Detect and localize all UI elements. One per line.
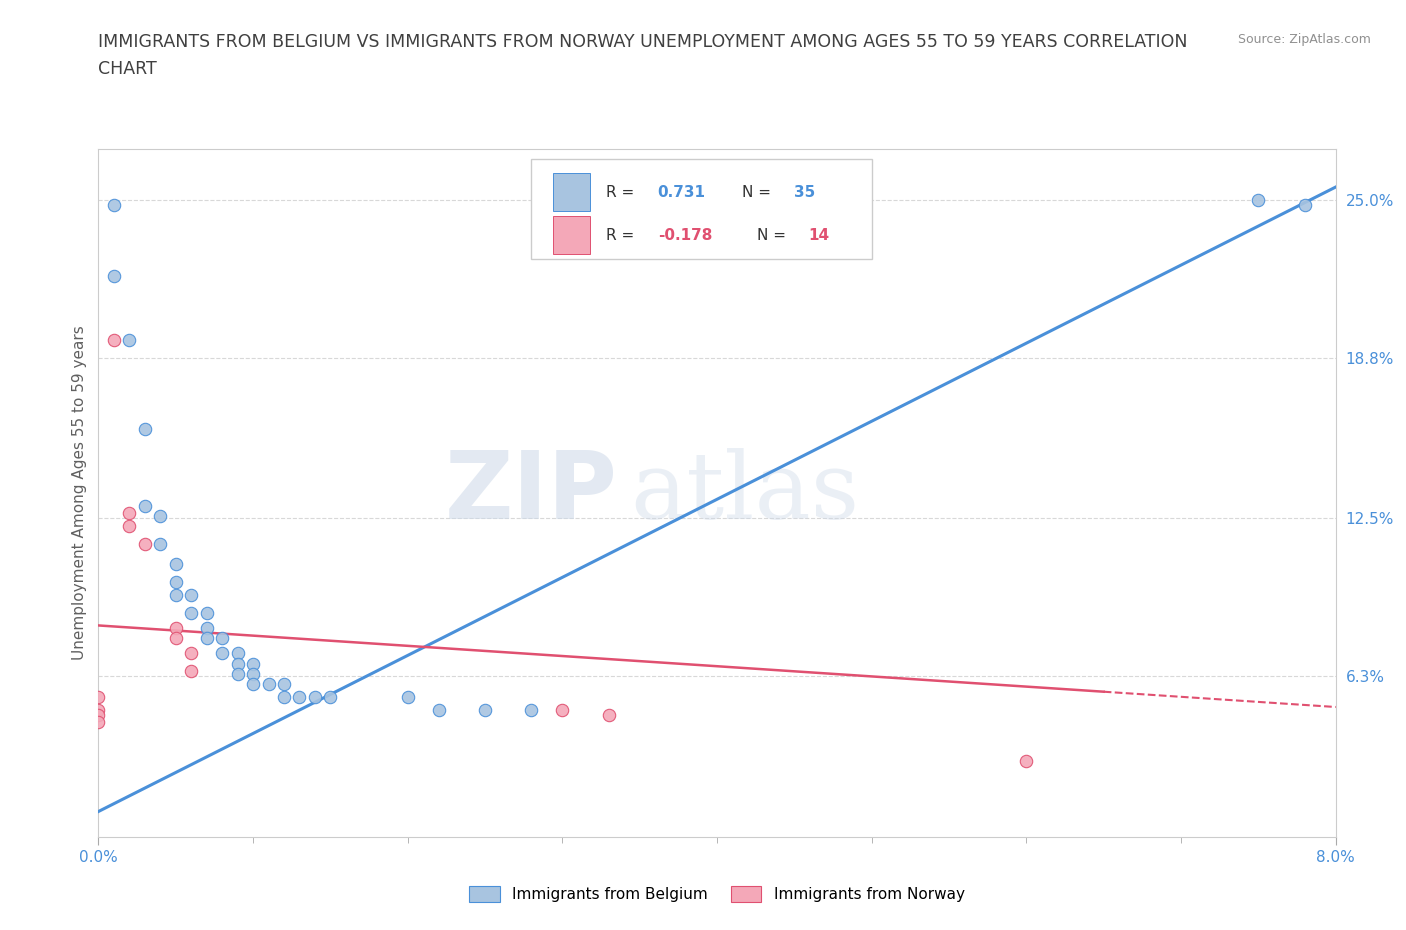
Point	[118, 519, 141, 534]
Point	[211, 631, 233, 645]
Point	[598, 707, 620, 722]
Point	[87, 707, 110, 722]
Point	[304, 689, 326, 704]
Point	[165, 588, 187, 603]
Point	[288, 689, 311, 704]
Text: R =: R =	[606, 228, 638, 243]
Point	[103, 197, 125, 212]
Point	[195, 631, 218, 645]
Point	[180, 588, 202, 603]
Point	[149, 509, 172, 524]
Point	[165, 631, 187, 645]
Point	[195, 605, 218, 620]
Point	[1294, 197, 1316, 212]
Point	[87, 689, 110, 704]
Point	[103, 269, 125, 284]
Point	[396, 689, 419, 704]
Point	[242, 677, 264, 692]
Point	[474, 702, 496, 717]
Text: N =: N =	[742, 185, 776, 200]
Point	[551, 702, 574, 717]
Point	[1247, 193, 1270, 207]
Point	[273, 677, 295, 692]
Text: Source: ZipAtlas.com: Source: ZipAtlas.com	[1237, 33, 1371, 46]
Point	[87, 702, 110, 717]
Point	[180, 664, 202, 679]
Point	[134, 537, 156, 551]
Point	[242, 657, 264, 671]
Bar	[553, 216, 589, 254]
Text: atlas: atlas	[630, 448, 859, 538]
Text: -0.178: -0.178	[658, 228, 711, 243]
Point	[134, 498, 156, 513]
Point	[226, 646, 249, 661]
Point	[1015, 753, 1038, 768]
Point	[180, 646, 202, 661]
Point	[211, 646, 233, 661]
Point	[520, 702, 543, 717]
Point	[273, 689, 295, 704]
Bar	[553, 173, 589, 211]
Text: ZIP: ZIP	[446, 447, 619, 538]
Point	[134, 421, 156, 436]
Point	[319, 689, 342, 704]
Point	[180, 605, 202, 620]
Point	[165, 620, 187, 635]
Text: N =: N =	[756, 228, 790, 243]
Text: IMMIGRANTS FROM BELGIUM VS IMMIGRANTS FROM NORWAY UNEMPLOYMENT AMONG AGES 55 TO : IMMIGRANTS FROM BELGIUM VS IMMIGRANTS FR…	[98, 33, 1188, 50]
Point	[165, 575, 187, 590]
Text: CHART: CHART	[98, 60, 157, 78]
Point	[103, 333, 125, 348]
Point	[87, 715, 110, 730]
Point	[118, 506, 141, 521]
Text: R =: R =	[606, 185, 638, 200]
Point	[226, 657, 249, 671]
Text: 35: 35	[794, 185, 815, 200]
Y-axis label: Unemployment Among Ages 55 to 59 years: Unemployment Among Ages 55 to 59 years	[72, 326, 87, 660]
Point	[118, 333, 141, 348]
Text: 0.731: 0.731	[658, 185, 706, 200]
Text: 14: 14	[808, 228, 830, 243]
Point	[257, 677, 280, 692]
Point	[149, 537, 172, 551]
FancyBboxPatch shape	[531, 159, 872, 259]
Point	[427, 702, 450, 717]
Point	[165, 557, 187, 572]
Point	[226, 667, 249, 682]
Point	[242, 667, 264, 682]
Point	[195, 620, 218, 635]
Legend: Immigrants from Belgium, Immigrants from Norway: Immigrants from Belgium, Immigrants from…	[464, 881, 970, 909]
